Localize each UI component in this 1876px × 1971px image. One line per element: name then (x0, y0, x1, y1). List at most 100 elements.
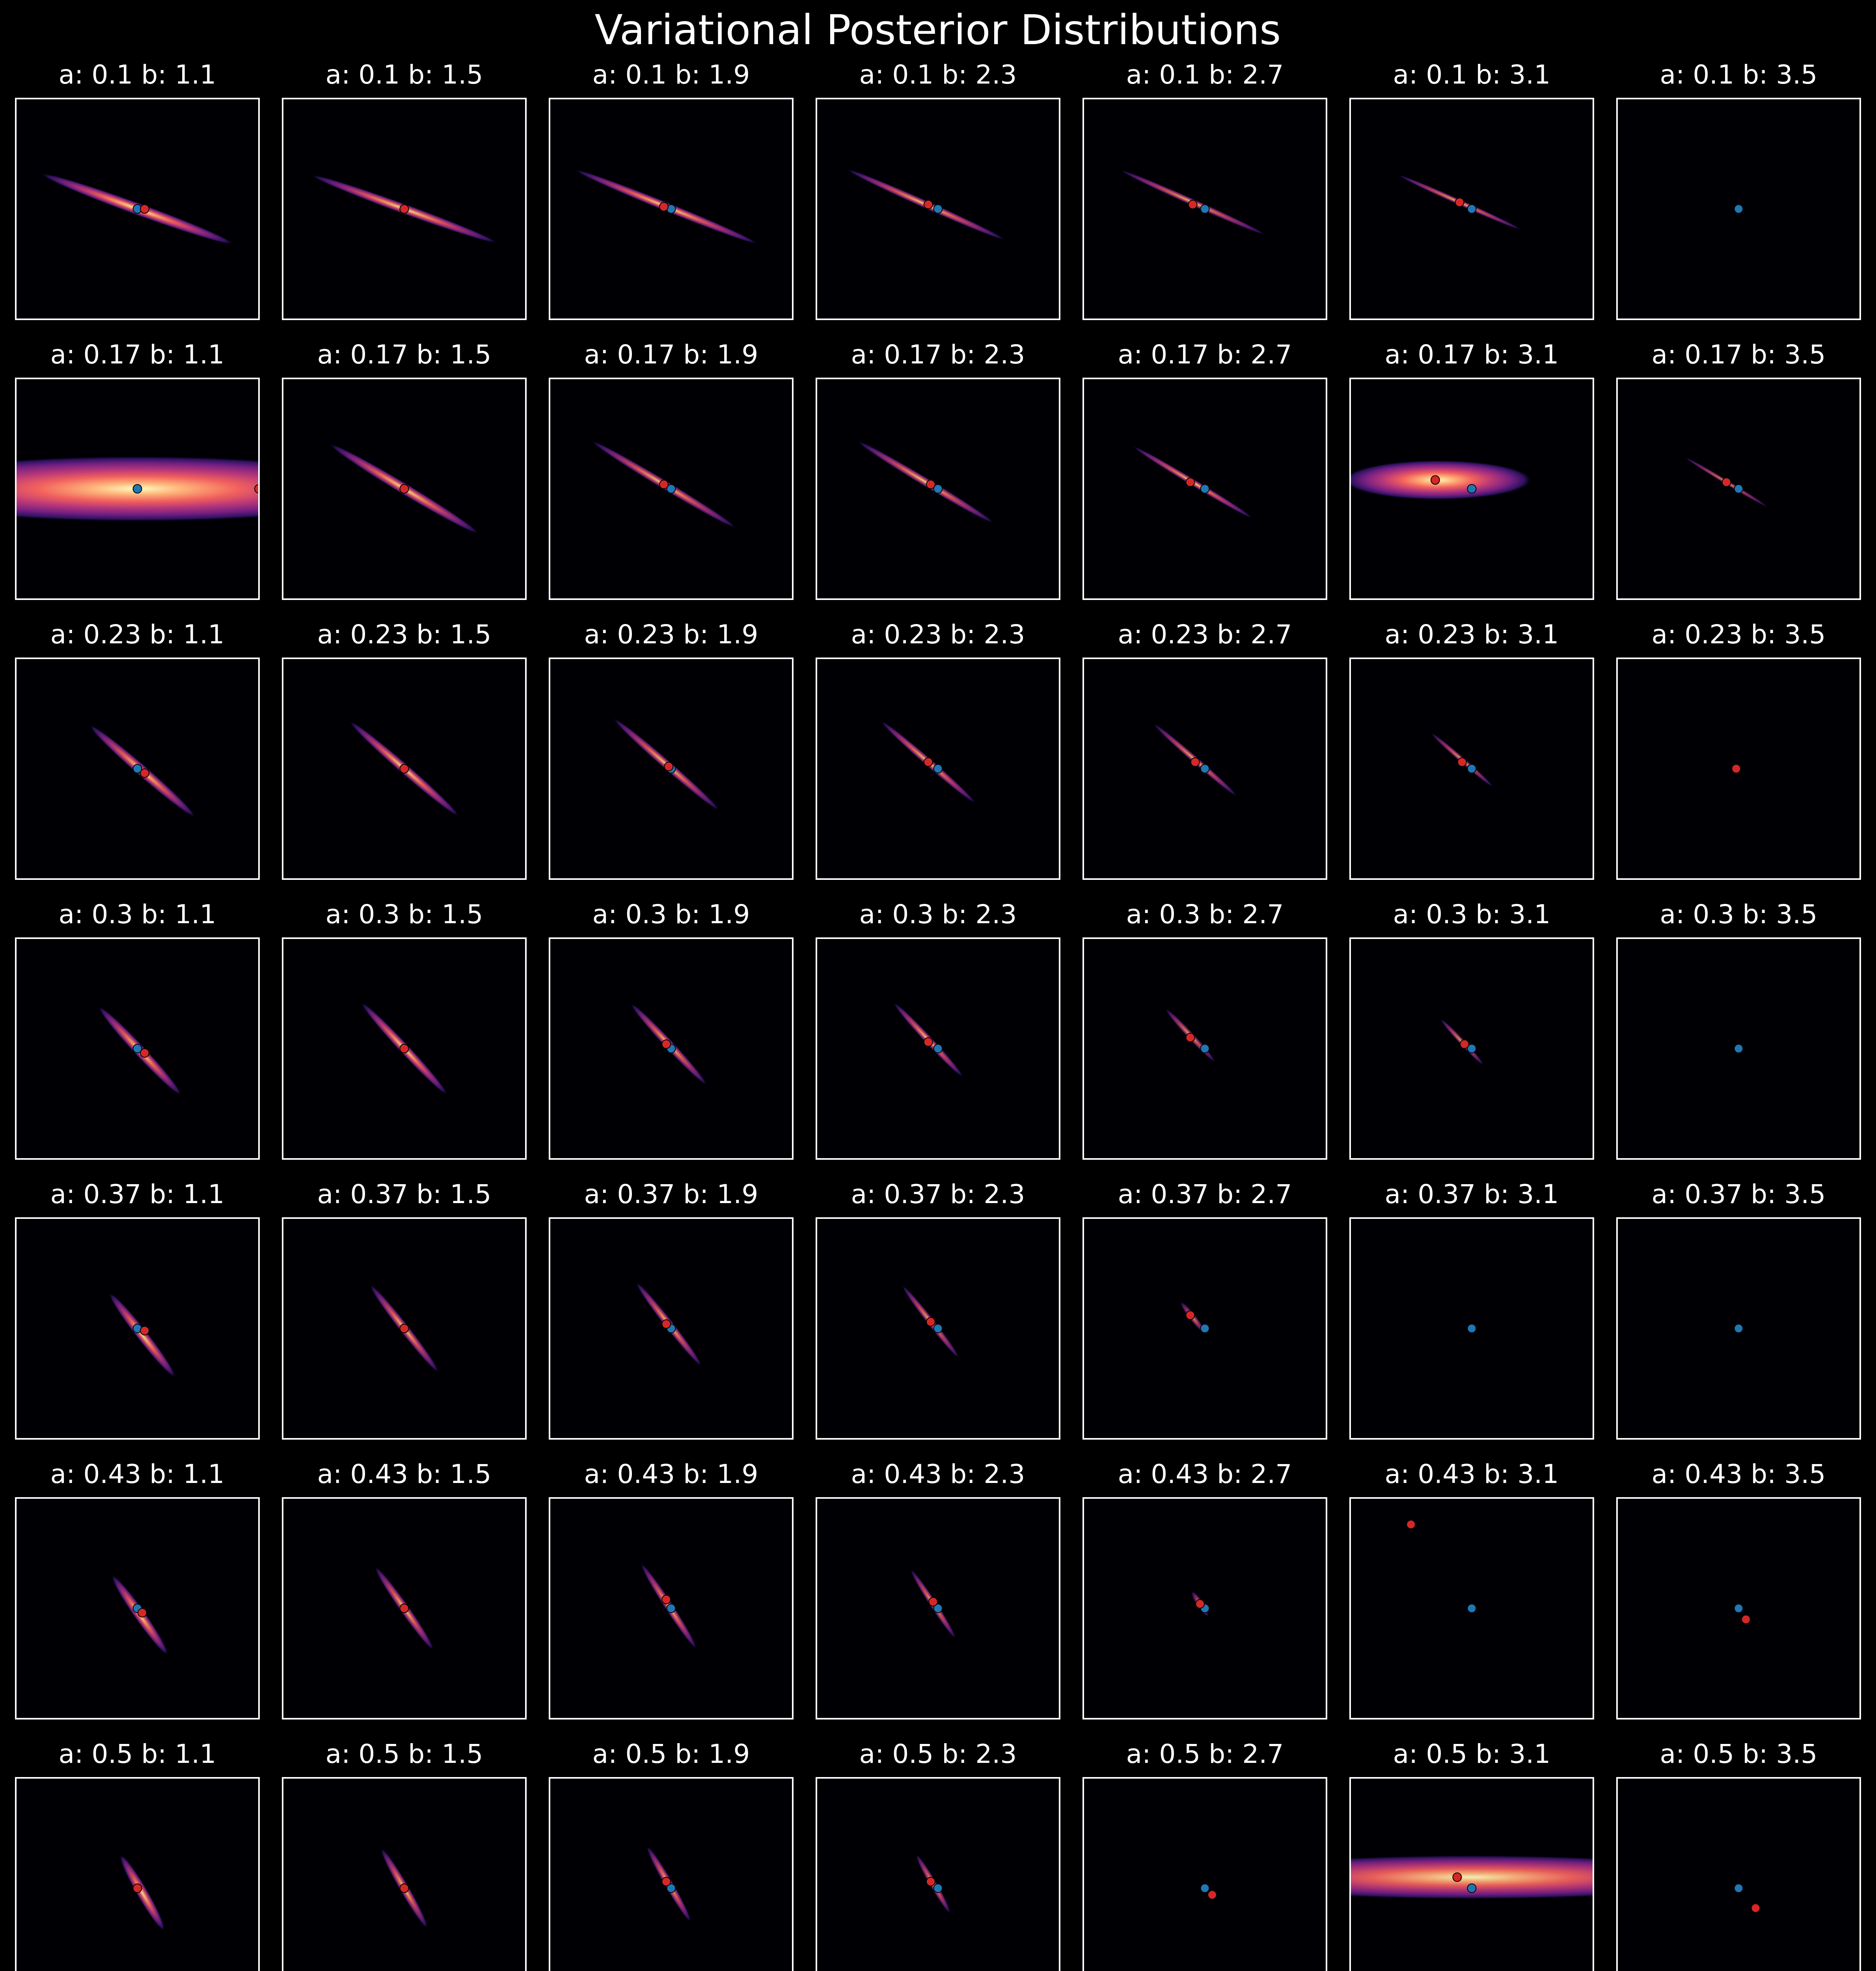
panel-title: a: 0.5 b: 1.1 (59, 1739, 216, 1769)
panel-frame (816, 658, 1060, 880)
panel-title: a: 0.17 b: 2.3 (851, 339, 1025, 370)
estimate-point (661, 1039, 671, 1049)
posterior-panel: a: 0.17 b: 2.3 (816, 339, 1060, 600)
panel-frame (282, 937, 527, 1160)
true-parameter-point (1734, 1604, 1744, 1613)
estimate-point (1459, 1039, 1469, 1049)
estimate-point (928, 1597, 938, 1607)
panel-frame (15, 1497, 260, 1720)
panel-frame (549, 1777, 794, 1971)
posterior-panel: a: 0.37 b: 1.1 (15, 1179, 260, 1440)
estimate-point (1406, 1520, 1416, 1529)
estimate-point (399, 764, 409, 773)
panel-frame (1349, 1497, 1594, 1720)
panel-title: a: 0.43 b: 2.3 (851, 1459, 1025, 1489)
panel-title: a: 0.5 b: 2.3 (859, 1739, 1017, 1769)
panel-frame (1349, 1777, 1594, 1971)
panel-frame (549, 1217, 794, 1440)
panel-title: a: 0.43 b: 1.5 (317, 1459, 492, 1489)
posterior-density (857, 440, 995, 524)
panel-title: a: 0.43 b: 1.1 (50, 1459, 225, 1489)
panel-frame (1616, 1217, 1861, 1440)
panel-frame (1616, 658, 1861, 880)
panel-title: a: 0.1 b: 1.5 (326, 60, 483, 90)
estimate-point (664, 762, 674, 771)
estimate-point (1430, 475, 1440, 485)
panel-title: a: 0.23 b: 2.7 (1118, 619, 1292, 650)
true-parameter-point (132, 764, 142, 773)
figure-title: Variational Posterior Distributions (595, 6, 1281, 54)
true-parameter-point (1734, 484, 1744, 494)
panel-title: a: 0.37 b: 2.7 (1118, 1179, 1292, 1209)
true-parameter-point (1734, 1883, 1744, 1893)
posterior-panel: a: 0.1 b: 1.1 (15, 60, 260, 320)
estimate-point (661, 1595, 671, 1604)
panel-frame (549, 378, 794, 600)
estimate-point (1207, 1890, 1217, 1900)
true-parameter-point (1467, 1604, 1477, 1613)
estimate-point (1188, 199, 1198, 209)
posterior-panel: a: 0.1 b: 1.5 (282, 60, 527, 320)
true-parameter-point (933, 1883, 943, 1893)
posterior-panel: a: 0.43 b: 3.5 (1616, 1459, 1861, 1720)
panel-title: a: 0.37 b: 1.5 (317, 1179, 492, 1209)
true-parameter-point (666, 1883, 676, 1893)
estimate-point (254, 484, 259, 494)
posterior-panel: a: 0.37 b: 1.9 (549, 1179, 794, 1440)
estimate-point (140, 1048, 150, 1058)
panel-frame (1082, 98, 1327, 320)
true-parameter-point (132, 484, 142, 494)
posterior-density (1350, 1855, 1593, 1899)
posterior-panel: a: 0.1 b: 2.7 (1082, 60, 1327, 320)
panel-title: a: 0.43 b: 2.7 (1118, 1459, 1292, 1489)
estimate-point (1457, 757, 1467, 767)
panel-title: a: 0.5 b: 3.1 (1393, 1739, 1551, 1769)
panel-frame (282, 658, 527, 880)
panel-title: a: 0.3 b: 1.5 (326, 899, 483, 930)
panel-title: a: 0.17 b: 3.5 (1652, 339, 1826, 370)
panel-frame (1349, 658, 1594, 880)
posterior-panel: a: 0.1 b: 2.3 (816, 60, 1060, 320)
panel-frame (1082, 1217, 1327, 1440)
estimate-point (399, 484, 409, 494)
estimate-point (1751, 1903, 1760, 1913)
panel-plot-area (1617, 1778, 1860, 1971)
panel-frame (1616, 98, 1861, 320)
true-parameter-point (1467, 1883, 1477, 1893)
panel-frame (816, 1777, 1060, 1971)
posterior-panel: a: 0.43 b: 1.5 (282, 1459, 527, 1720)
panel-title: a: 0.17 b: 2.7 (1118, 339, 1292, 370)
posterior-panel: a: 0.17 b: 3.1 (1349, 339, 1594, 600)
estimate-point (1185, 1033, 1195, 1042)
panel-plot-area (1083, 1778, 1326, 1971)
panel-frame (1082, 658, 1327, 880)
posterior-density (1350, 460, 1533, 500)
panel-title: a: 0.3 b: 3.5 (1660, 899, 1818, 930)
posterior-panel: a: 0.1 b: 1.9 (549, 60, 794, 320)
estimate-point (1185, 1310, 1195, 1320)
estimate-point (399, 1883, 409, 1893)
panel-frame (15, 98, 260, 320)
posterior-density (120, 1854, 165, 1931)
posterior-panel: a: 0.5 b: 3.1 (1349, 1739, 1594, 1971)
estimate-point (923, 199, 933, 209)
panel-title: a: 0.43 b: 1.9 (584, 1459, 758, 1489)
panel-frame (1082, 1497, 1327, 1720)
posterior-panel: a: 0.23 b: 3.1 (1349, 619, 1594, 880)
posterior-panel: a: 0.37 b: 2.3 (816, 1179, 1060, 1440)
panel-frame (549, 937, 794, 1160)
panel-title: a: 0.17 b: 1.5 (317, 339, 492, 370)
true-parameter-point (1734, 1044, 1744, 1053)
true-parameter-point (1200, 1883, 1210, 1893)
posterior-panel: a: 0.5 b: 2.7 (1082, 1739, 1327, 1971)
estimate-point (399, 1324, 409, 1333)
panel-frame (816, 98, 1060, 320)
panel-frame (282, 1217, 527, 1440)
panel-title: a: 0.37 b: 1.1 (50, 1179, 225, 1209)
panel-title: a: 0.43 b: 3.5 (1652, 1459, 1826, 1489)
estimate-point (399, 1044, 409, 1053)
true-parameter-point (1200, 1324, 1210, 1333)
panel-title: a: 0.5 b: 1.9 (592, 1739, 750, 1769)
panel-frame (15, 1217, 260, 1440)
